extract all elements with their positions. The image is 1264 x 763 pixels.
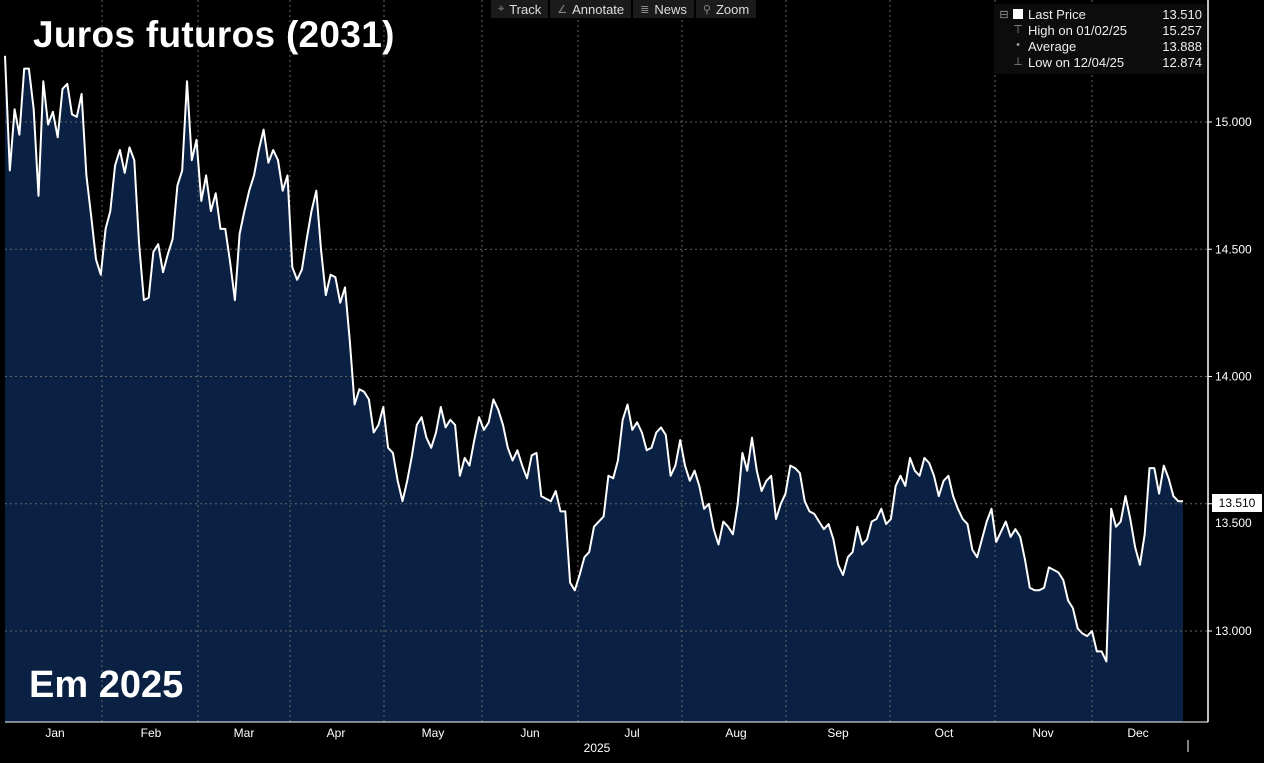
y-tick-label: 15.000	[1215, 115, 1252, 129]
track-button[interactable]: ⌖ Track	[491, 0, 549, 18]
x-tick-label: Jun	[520, 726, 539, 740]
price-line	[4, 55, 1183, 663]
chart-subtitle: Em 2025	[29, 664, 184, 706]
news-icon: ≣	[640, 4, 650, 16]
x-tick-label: Apr	[327, 726, 346, 740]
annotate-button[interactable]: ∠ Annotate	[550, 0, 632, 18]
x-tick-label: May	[422, 726, 445, 740]
legend: ⊟ Last Price 13.510 ⊤ High on 01/02/25 15.…	[994, 4, 1206, 74]
high-marker-icon: ⊤	[1013, 24, 1023, 36]
x-tick-label: Jan	[45, 726, 64, 740]
legend-last-price[interactable]: Last Price 13.510	[1028, 7, 1202, 22]
crosshair-icon: ⌖	[498, 3, 505, 15]
x-tick-label: Nov	[1032, 726, 1053, 740]
low-marker-icon: ⊥	[1013, 56, 1023, 68]
legend-average[interactable]: Average 13.888	[1028, 39, 1202, 54]
y-tick-label: 13.000	[1215, 624, 1252, 638]
last-price-swatch-icon	[1013, 9, 1023, 19]
y-tick-label: 13.500	[1215, 516, 1252, 530]
x-tick-label: Mar	[234, 726, 255, 740]
y-tick-label: 14.000	[1215, 370, 1252, 384]
x-axis-label: 2025	[584, 741, 611, 755]
average-marker-icon: •	[1016, 39, 1020, 51]
x-tick-label: Feb	[141, 726, 162, 740]
zoom-icon: ⚲	[702, 4, 711, 16]
x-tick-label: Aug	[725, 726, 746, 740]
chart-toolbar: ⌖ Track ∠ Annotate ≣ News ⚲ Zoom	[491, 0, 757, 18]
news-button[interactable]: ≣ News	[633, 0, 694, 18]
zoom-button[interactable]: ⚲ Zoom	[695, 0, 757, 18]
legend-low[interactable]: Low on 12/04/25 12.874	[1028, 55, 1202, 70]
price-area	[5, 55, 1183, 723]
pencil-icon: ∠	[557, 4, 568, 16]
legend-high[interactable]: High on 01/02/25 15.257	[1028, 23, 1202, 38]
x-tick-label: Jul	[624, 726, 639, 740]
x-tick-label: Oct	[935, 726, 954, 740]
x-tick-label: Dec	[1127, 726, 1148, 740]
chart-title: Juros futuros (2031)	[33, 14, 395, 55]
x-tick-label: Sep	[827, 726, 849, 740]
y-tick-label: 14.500	[1215, 242, 1252, 256]
last-price-tag: 13.510	[1212, 494, 1262, 512]
collapse-icon[interactable]: ⊟	[999, 9, 1009, 21]
